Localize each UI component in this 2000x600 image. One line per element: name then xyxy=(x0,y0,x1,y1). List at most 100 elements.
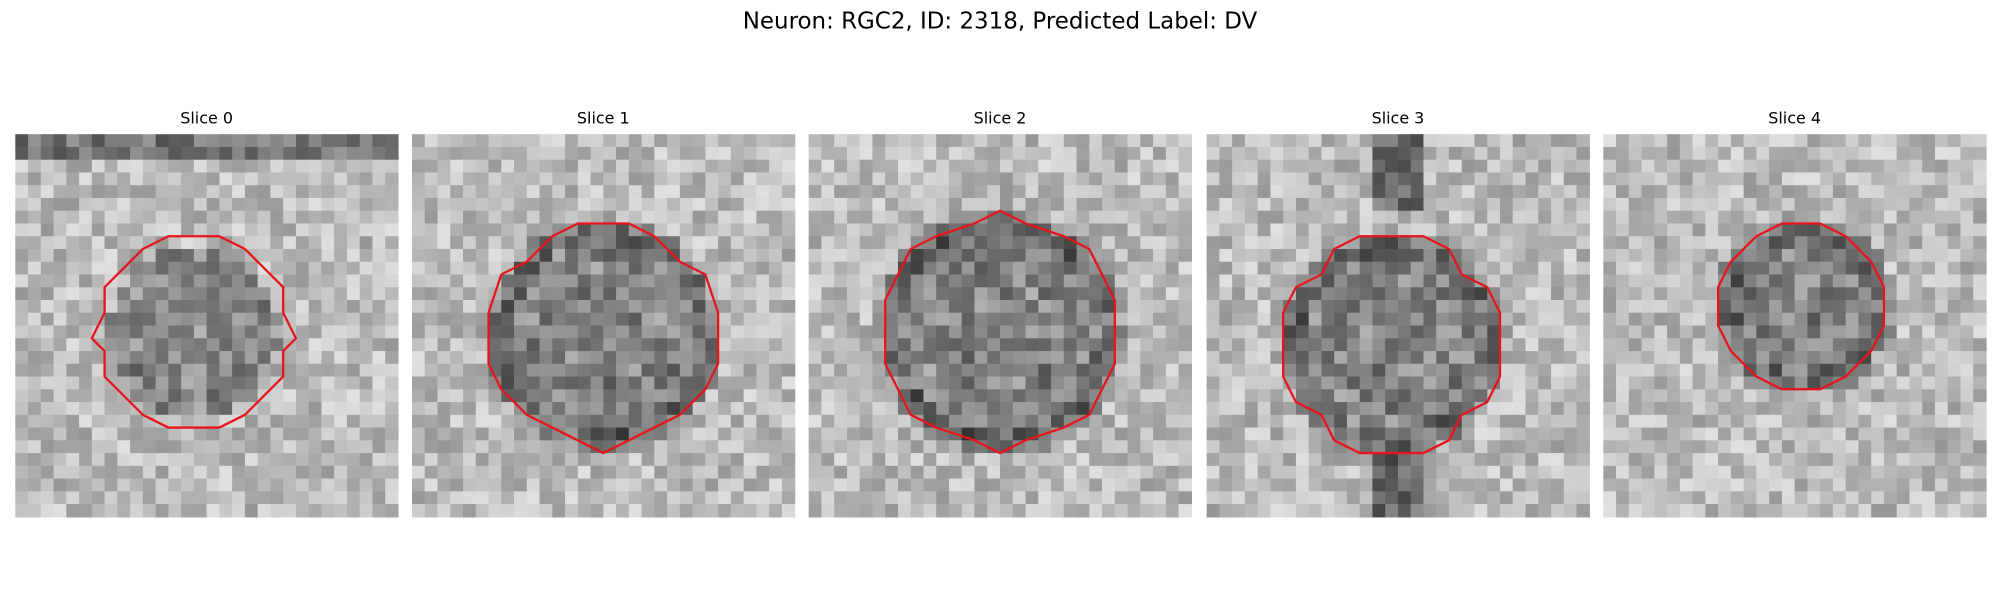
pixel xyxy=(1832,185,1847,199)
pixel xyxy=(1628,172,1643,186)
pixel xyxy=(961,440,976,454)
pixel xyxy=(501,478,515,492)
pixel xyxy=(66,338,80,352)
pixel xyxy=(1295,491,1310,505)
pixel xyxy=(1359,376,1374,390)
pixel xyxy=(1692,248,1706,263)
pixel xyxy=(1461,414,1476,429)
pixel xyxy=(1178,491,1192,505)
pixel xyxy=(577,389,592,403)
pixel xyxy=(1334,312,1348,327)
pixel xyxy=(1334,363,1348,378)
pixel xyxy=(1781,197,1796,212)
pixel xyxy=(897,159,912,174)
pixel xyxy=(1858,312,1872,327)
pixel xyxy=(334,197,348,212)
pixel xyxy=(1934,440,1949,454)
pixel xyxy=(257,363,272,378)
pixel xyxy=(552,159,566,174)
pixel xyxy=(948,389,963,403)
pixel xyxy=(1947,338,1962,352)
pixel xyxy=(692,338,706,352)
pixel xyxy=(590,146,604,161)
pixel xyxy=(1487,287,1501,301)
pixel xyxy=(1500,172,1514,186)
pixel xyxy=(1012,453,1027,467)
pixel xyxy=(1832,312,1847,327)
pixel xyxy=(1692,440,1706,454)
pixel xyxy=(270,389,284,403)
pixel xyxy=(142,300,157,314)
pixel xyxy=(1858,414,1872,429)
pixel xyxy=(1807,414,1821,429)
pixel xyxy=(257,491,272,505)
pixel xyxy=(1102,504,1116,518)
pixel xyxy=(1551,465,1565,480)
pixel xyxy=(923,134,937,148)
pixel xyxy=(488,504,502,518)
pixel xyxy=(1436,261,1450,276)
pixel xyxy=(1781,236,1796,250)
pixel xyxy=(679,427,694,441)
pixel xyxy=(834,325,848,339)
pixel xyxy=(104,478,118,492)
pixel xyxy=(321,402,335,416)
pixel xyxy=(539,159,553,174)
pixel xyxy=(1525,465,1539,480)
pixel xyxy=(181,248,195,263)
pixel xyxy=(654,248,668,263)
pixel xyxy=(219,134,233,148)
pixel xyxy=(808,185,823,199)
pixel xyxy=(1845,223,1860,237)
pixel xyxy=(1603,402,1617,416)
pixel xyxy=(1114,338,1129,352)
pixel xyxy=(1845,172,1860,186)
pixel xyxy=(334,389,348,403)
pixel xyxy=(1871,363,1885,378)
pixel xyxy=(1461,197,1476,212)
pixel xyxy=(526,312,541,327)
pixel xyxy=(1140,223,1154,237)
pixel xyxy=(769,491,783,505)
pixel xyxy=(1922,478,1936,492)
pixel xyxy=(730,351,745,365)
pixel xyxy=(79,274,93,288)
pixel xyxy=(834,172,848,186)
pixel xyxy=(1114,491,1129,505)
pixel xyxy=(590,159,604,174)
pixel xyxy=(308,197,323,212)
roi-contour xyxy=(884,209,1116,455)
pixel xyxy=(756,172,770,186)
pixel xyxy=(117,376,131,390)
pixel xyxy=(181,274,195,288)
pixel xyxy=(1922,236,1936,250)
pixel xyxy=(872,363,886,378)
pixel xyxy=(974,185,988,199)
pixel xyxy=(743,427,758,441)
pixel xyxy=(1321,223,1335,237)
pixel xyxy=(1756,465,1770,480)
pixel xyxy=(628,236,643,250)
pixel xyxy=(1076,465,1090,480)
pixel xyxy=(334,236,348,250)
pixel xyxy=(1334,402,1348,416)
pixel xyxy=(295,172,310,186)
pixel xyxy=(1051,197,1065,212)
pixel xyxy=(66,159,80,174)
pixel xyxy=(628,185,643,199)
pixel xyxy=(359,338,374,352)
pixel xyxy=(910,172,925,186)
pixel xyxy=(1934,338,1949,352)
pixel xyxy=(872,312,886,327)
pixel xyxy=(308,465,323,480)
pixel xyxy=(1820,478,1834,492)
pixel xyxy=(1538,325,1552,339)
pixel xyxy=(372,491,386,505)
pixel xyxy=(1679,261,1694,276)
pixel xyxy=(142,274,157,288)
pixel xyxy=(1743,351,1758,365)
pixel xyxy=(385,453,399,467)
pixel xyxy=(1000,414,1014,429)
pixel xyxy=(1769,478,1783,492)
pixel xyxy=(1896,465,1911,480)
